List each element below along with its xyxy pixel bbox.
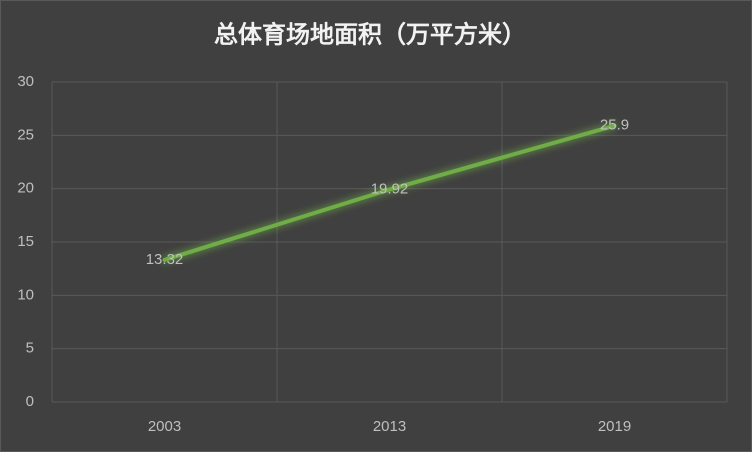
y-tick-label: 0 xyxy=(26,393,34,410)
x-tick-label: 2019 xyxy=(598,418,631,435)
data-label: 13.32 xyxy=(146,251,184,268)
x-tick-label: 2003 xyxy=(148,418,181,435)
y-tick-label: 5 xyxy=(26,340,34,357)
chart-title: 总体育场地面积（万平方米） xyxy=(214,20,526,48)
y-tick-label: 25 xyxy=(17,126,34,143)
y-tick-label: 15 xyxy=(17,233,34,250)
line-series xyxy=(162,123,617,262)
x-tick-label: 2013 xyxy=(373,418,406,435)
y-tick-label: 30 xyxy=(17,73,34,90)
y-tick-label: 20 xyxy=(17,180,34,197)
data-label: 25.9 xyxy=(600,117,629,134)
data-label: 19.92 xyxy=(371,180,409,197)
y-tick-label: 10 xyxy=(17,286,34,303)
